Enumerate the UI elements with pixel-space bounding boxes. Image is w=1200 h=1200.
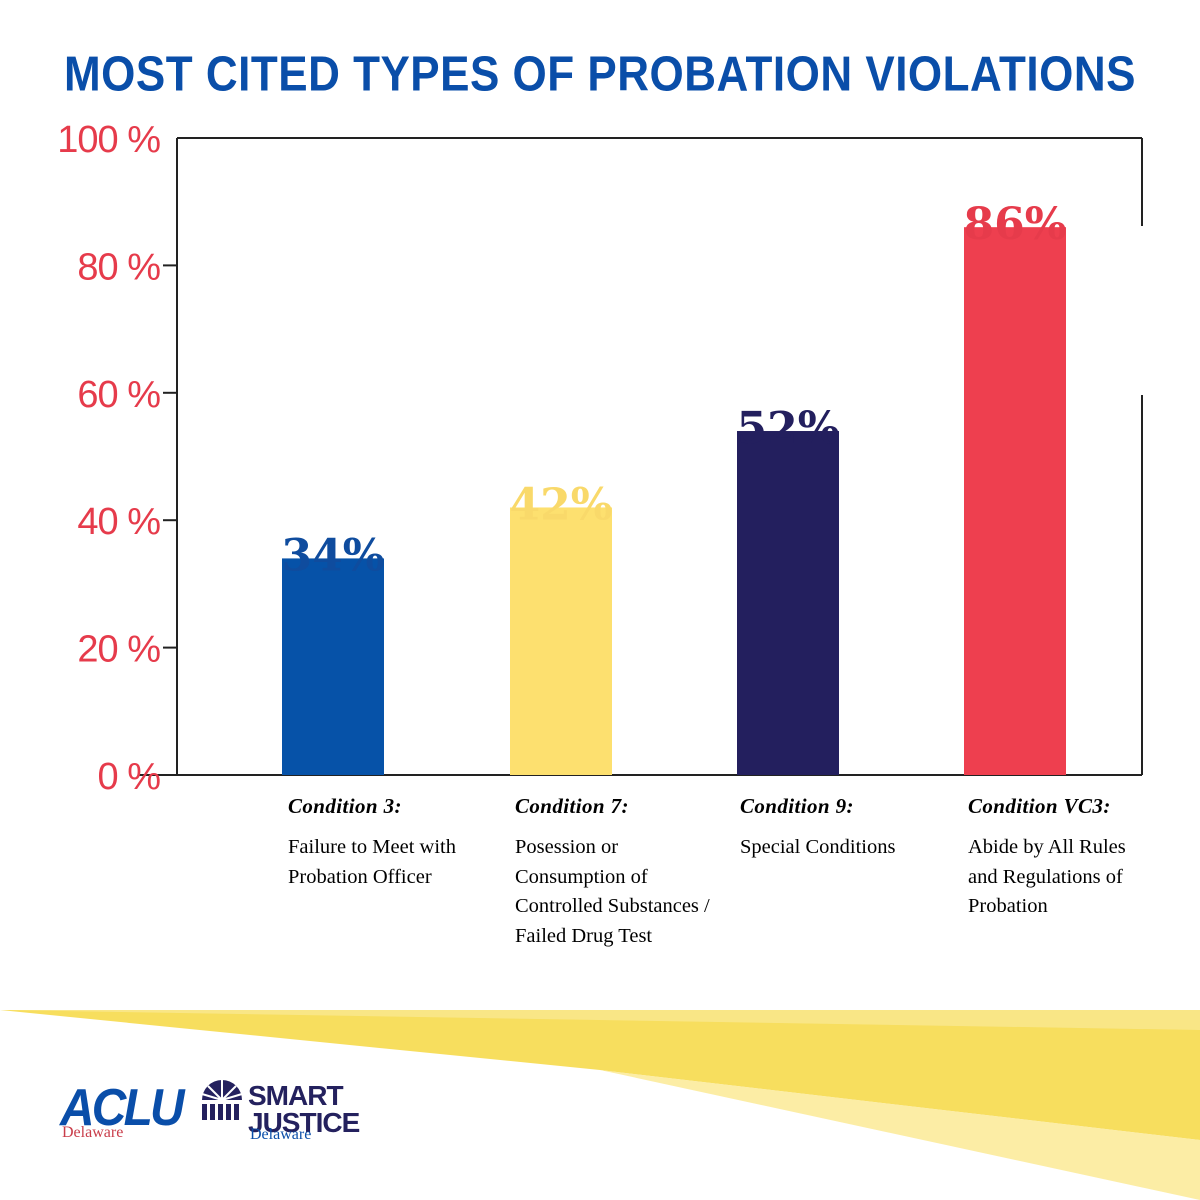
bar	[282, 558, 384, 775]
smart-justice-line2: JUSTICE	[248, 1107, 360, 1138]
data-label: 52%	[736, 403, 839, 454]
data-labels: 34% 42% 52% 86%	[281, 199, 1066, 581]
condition-name: Condition VC3:	[968, 794, 1111, 818]
y-tick-label: 80 %	[77, 246, 160, 288]
aclu-logo: ACLU	[60, 1079, 185, 1137]
condition-block: Condition 7: Posession or Consumption of …	[515, 794, 755, 951]
condition-block: Condition VC3: Abide by All Rules and Reg…	[968, 794, 1200, 922]
smart-justice-line1: SMART	[248, 1080, 344, 1111]
y-tick-label: 100 %	[57, 119, 160, 161]
smart-justice-subtitle: Delaware	[250, 1126, 312, 1143]
y-tick-label: 20 %	[77, 629, 160, 671]
chart-title: MOST CITED TYPES OF PROBATION VIOLATIONS	[64, 47, 1136, 102]
condition-name: Condition 3:	[288, 794, 402, 818]
aclu-logo-subtitle: Delaware	[62, 1124, 124, 1141]
y-tick-label: 0 %	[98, 756, 161, 798]
condition-description: Failure to Meet with Probation Officer	[288, 836, 456, 888]
data-label: 34%	[281, 530, 384, 581]
bars	[282, 227, 1066, 775]
data-label: 86%	[963, 199, 1066, 250]
smart-justice-logo: SMART JUSTICE	[248, 1080, 360, 1138]
condition-description: Special Conditions	[740, 836, 896, 858]
bar	[964, 227, 1066, 775]
bar	[737, 431, 839, 775]
condition-description: Posession or Consumption of Controlled S…	[515, 836, 710, 947]
data-label: 42%	[509, 479, 612, 530]
bar	[510, 507, 612, 775]
condition-name: Condition 7:	[515, 794, 629, 818]
y-axis: 0 % 20 % 40 % 60 % 80 % 100 %	[57, 119, 177, 798]
y-tick-label: 40 %	[77, 501, 160, 543]
condition-block: Condition 9: Special Conditions	[740, 794, 980, 863]
y-tick-label: 60 %	[77, 374, 160, 416]
condition-description: Abide by All Rules and Regulations of Pr…	[968, 836, 1126, 917]
condition-block: Condition 3: Failure to Meet with Probati…	[288, 794, 528, 892]
condition-name: Condition 9:	[740, 794, 854, 818]
smart-justice-sunburst-icon	[201, 1080, 243, 1120]
bar-chart: 0 % 20 % 40 % 60 % 80 % 100 % 34% 42% 52% 86%	[57, 119, 1143, 798]
